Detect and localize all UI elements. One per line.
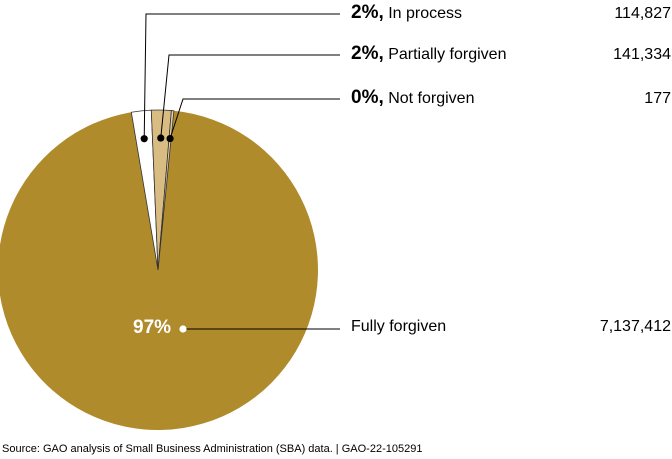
leader-dot-not-forgiven [166, 134, 174, 143]
percent-label-not-forgiven: 0%, [351, 87, 384, 108]
label-not-forgiven: 0%, Not forgiven [351, 87, 474, 109]
leader-line-in-process [143, 13, 340, 139]
leader-dot-in-process [140, 135, 148, 143]
label-partially-forgiven: 2%, Partially forgiven [351, 43, 506, 65]
category-label-not-forgiven: Not forgiven [388, 90, 475, 107]
leader-dot-fully-forgiven [179, 325, 187, 333]
slice-not-forgiven [157, 110, 175, 271]
category-label-in-process: In process [388, 5, 463, 22]
value-label-partially-forgiven: 141,334 [613, 46, 671, 63]
category-label-partially-forgiven: Partially forgiven [388, 46, 507, 63]
value-label-not-forgiven: 177 [644, 90, 671, 107]
category-label-fully-forgiven: Fully forgiven [351, 318, 447, 335]
pie-slices [0, 109, 318, 430]
leader-line-partially-forgiven [160, 54, 340, 139]
leader-lines [140, 13, 340, 333]
value-label-in-process: 114,827 [614, 5, 671, 22]
label-in-process: 2%, In process [351, 2, 462, 24]
source-note: Source: GAO analysis of Small Business A… [2, 443, 423, 455]
slice-fully-forgiven [0, 110, 318, 430]
percent-label-partially-forgiven: 2%, [351, 43, 384, 64]
percent-label-fully-forgiven: 97% [133, 317, 172, 338]
value-label-fully-forgiven: 7,137,412 [599, 318, 671, 335]
leader-dot-partially-forgiven [157, 134, 165, 142]
percent-label-in-process: 2%, [351, 2, 384, 23]
leader-line-not-forgiven [169, 98, 340, 139]
